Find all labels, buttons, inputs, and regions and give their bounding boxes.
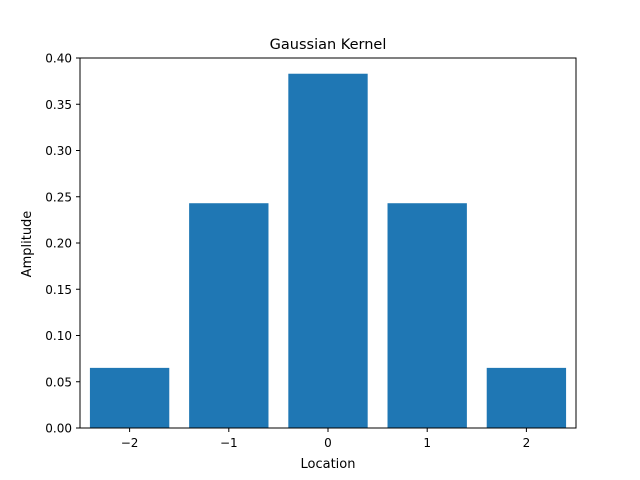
bar-0 [89, 367, 170, 428]
bar-4 [486, 367, 567, 428]
y-tick-label-6: 0.30 [45, 144, 72, 158]
y-tick-label-8: 0.40 [45, 52, 72, 66]
x-tick-label-0: −2 [121, 436, 139, 450]
x-ticks-group: −2 −1 0 1 2 [121, 428, 530, 450]
y-tick-label-2: 0.10 [45, 329, 72, 343]
bar-3 [387, 203, 467, 428]
y-tick-label-4: 0.20 [45, 237, 72, 251]
x-axis-label: Location [301, 457, 356, 472]
y-ticks-group: 0.00 0.05 0.10 0.15 0.20 0.25 0.30 0.35 0.40 [45, 52, 80, 436]
bar-2 [288, 73, 368, 428]
x-tick-label-4: 2 [523, 436, 531, 450]
x-tick-label-3: 1 [423, 436, 431, 450]
x-tick-label-2: 0 [324, 436, 332, 450]
plot-frame [79, 57, 577, 429]
y-tick-label-0: 0.00 [45, 422, 72, 436]
chart-title: Gaussian Kernel [270, 37, 387, 53]
y-tick-label-5: 0.25 [45, 190, 72, 204]
x-tick-label-1: −1 [220, 436, 238, 450]
bar-1 [189, 203, 269, 428]
y-tick-label-7: 0.35 [45, 98, 72, 112]
y-axis-label: Amplitude [20, 211, 35, 278]
y-tick-label-3: 0.15 [45, 283, 72, 297]
bars-group [89, 73, 567, 428]
y-tick-label-1: 0.05 [45, 375, 72, 389]
